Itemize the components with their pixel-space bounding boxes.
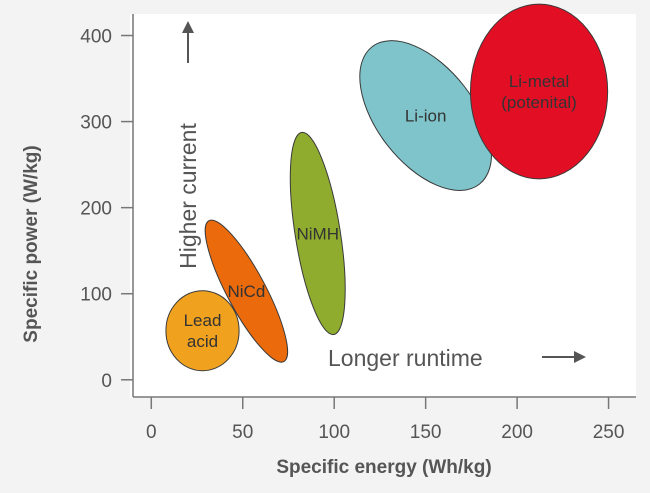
- longer-runtime-annotation: Longer runtime: [328, 345, 483, 371]
- x-axis-title: Specific energy (Wh/kg): [276, 457, 491, 478]
- x-tick-label: 100: [318, 422, 350, 443]
- region-nicd: NiCd: [204, 219, 289, 363]
- region-lead-acid-label: acid: [187, 332, 218, 351]
- y-tick-label: 400: [80, 27, 112, 48]
- region-li-ion-shape: [359, 40, 493, 191]
- higher-current-annotation: Higher current: [175, 123, 201, 269]
- region-nimh-shape: [289, 131, 346, 336]
- region-lead-acid-shape: [165, 290, 240, 372]
- x-tick-label: 200: [501, 422, 533, 443]
- right-arrow-icon: [542, 351, 586, 363]
- region-nimh: NiMH: [289, 131, 346, 336]
- region-li-metal-label: Li-metal: [509, 72, 569, 91]
- region-li-metal: Li-metal (potenital): [469, 3, 609, 180]
- y-tick-label: 200: [80, 199, 112, 220]
- y-axis-title: Specific power (W/kg): [21, 145, 42, 342]
- x-tick-label: 150: [410, 422, 442, 443]
- region-li-metal-label: (potenital): [501, 93, 577, 112]
- region-nicd-shape: [204, 219, 289, 363]
- y-tick-label: 0: [101, 371, 112, 392]
- y-ticks: 0 100 200 300 400: [80, 27, 133, 392]
- region-nimh-label: NiMH: [296, 224, 339, 243]
- region-lead-acid: Lead acid: [165, 290, 240, 372]
- up-arrow-icon: [182, 21, 194, 63]
- region-li-metal-shape: [469, 3, 609, 180]
- region-li-ion-label: Li-ion: [405, 107, 447, 126]
- x-tick-label: 50: [232, 422, 253, 443]
- region-lead-acid-label: Lead: [184, 311, 222, 330]
- x-tick-label: 0: [146, 422, 157, 443]
- region-nicd-label: NiCd: [228, 282, 266, 301]
- region-li-ion: Li-ion: [359, 40, 493, 191]
- y-tick-label: 100: [80, 285, 112, 306]
- x-tick-label: 250: [593, 422, 625, 443]
- y-tick-label: 300: [80, 113, 112, 134]
- battery-regions: Lead acid NiCd NiMH Li-ion Li-metal (potenital…: [165, 3, 609, 372]
- x-ticks: 0 50 100 150 200 250: [146, 397, 624, 443]
